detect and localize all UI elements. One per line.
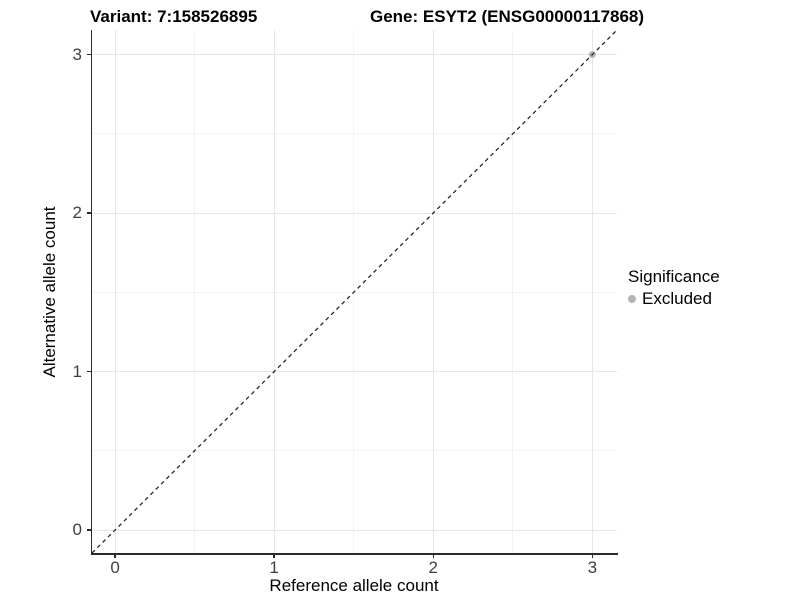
x-tick-mark bbox=[114, 553, 116, 558]
x-tick-mark bbox=[432, 553, 434, 558]
y-tick-mark bbox=[87, 212, 92, 214]
identity-line bbox=[92, 30, 617, 553]
legend-title: Significance bbox=[628, 267, 720, 286]
y-tick-label: 2 bbox=[72, 203, 82, 223]
y-axis-title: Alternative allele count bbox=[40, 206, 59, 378]
gridline-x-major bbox=[432, 30, 434, 553]
y-tick-label: 3 bbox=[72, 44, 82, 64]
plot-title-gene: Gene: ESYT2 (ENSG00000117868) bbox=[370, 7, 645, 26]
y-tick-label: 1 bbox=[72, 361, 82, 381]
gridline-x-major bbox=[273, 30, 275, 553]
x-tick-label: 2 bbox=[428, 558, 438, 577]
legend-item-label: Excluded bbox=[642, 289, 712, 308]
gridline-x-major bbox=[591, 30, 593, 553]
plot-layer bbox=[92, 30, 617, 553]
gridline-y-minor bbox=[92, 450, 617, 452]
gridline-x-minor bbox=[194, 30, 196, 553]
legend-item-excluded: Excluded bbox=[628, 288, 720, 309]
x-tick-label: 3 bbox=[587, 558, 598, 577]
x-tick-label: 0 bbox=[110, 558, 120, 577]
gridline-y-major bbox=[92, 529, 617, 531]
x-tick-label: 1 bbox=[269, 558, 279, 577]
y-tick-label: 0 bbox=[72, 520, 82, 540]
x-axis-line bbox=[90, 553, 618, 555]
x-tick-mark bbox=[591, 553, 594, 558]
gridline-y-major bbox=[92, 371, 617, 373]
x-tick-mark bbox=[273, 553, 275, 558]
y-tick-mark bbox=[87, 529, 92, 531]
plot-panel bbox=[92, 30, 617, 553]
gridline-y-minor bbox=[92, 133, 617, 135]
plot-title-variant: Variant: 7:158526895 bbox=[90, 7, 258, 26]
legend: Significance Excluded bbox=[628, 266, 720, 309]
gridline-x-major bbox=[114, 30, 116, 553]
x-axis-title: Reference allele count bbox=[269, 576, 439, 595]
gridline-x-minor bbox=[512, 30, 514, 553]
y-tick-mark bbox=[87, 370, 92, 373]
y-tick-mark bbox=[87, 53, 92, 56]
y-axis-line bbox=[90, 30, 92, 555]
gridline-y-major bbox=[92, 54, 617, 56]
legend-point-icon bbox=[628, 294, 636, 303]
gridline-y-major bbox=[92, 212, 617, 214]
